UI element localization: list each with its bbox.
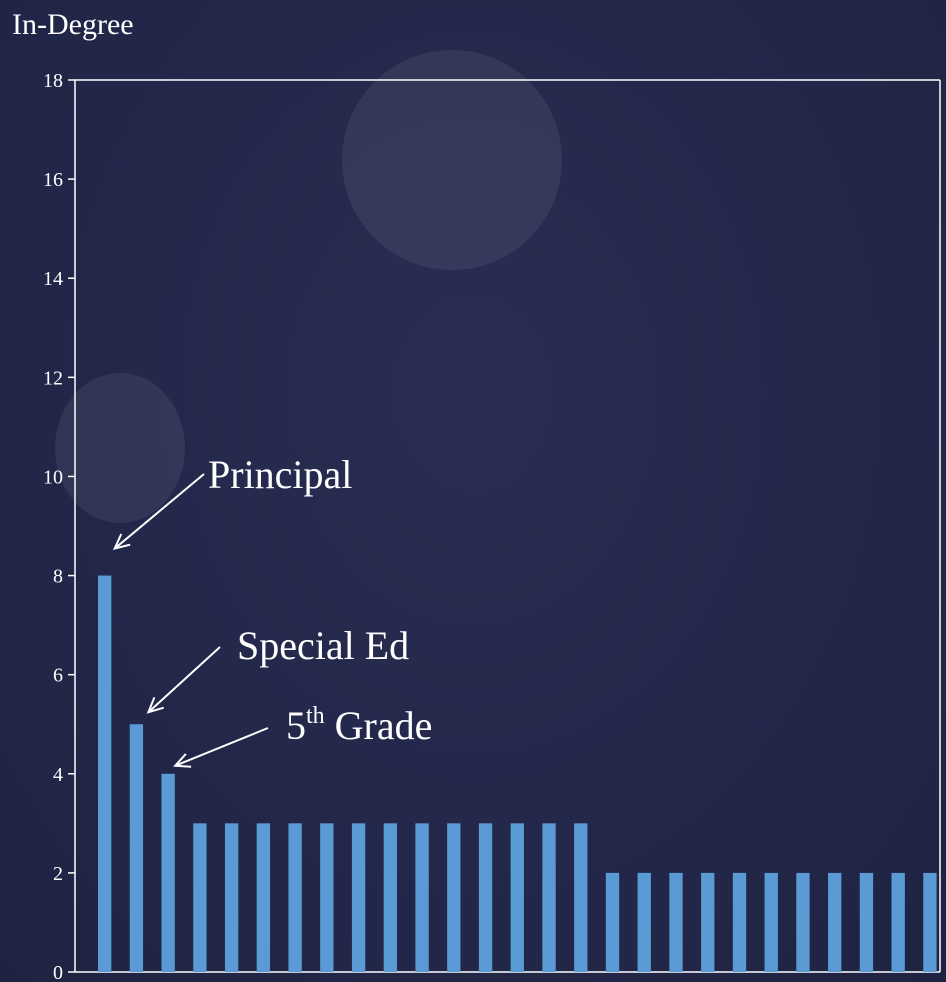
- bar: [415, 823, 429, 972]
- bar: [478, 823, 493, 972]
- annotation-principal: Principal: [208, 455, 352, 495]
- y-axis-label: In-Degree: [12, 8, 134, 41]
- y-tick-label: 6: [53, 665, 63, 687]
- bar: [256, 823, 271, 972]
- bar: [574, 823, 588, 972]
- y-tick-label: 18: [43, 70, 63, 92]
- bar: [891, 872, 905, 972]
- y-tick-label: 4: [53, 764, 63, 786]
- arrow-special-ed-head: [146, 697, 165, 714]
- annotation-fifth-grade-rest: Grade: [324, 703, 433, 748]
- annotation-fifth-grade-suffix: th: [306, 703, 325, 729]
- bar: [764, 872, 778, 972]
- arrow-fifth-grade-head: [173, 753, 192, 768]
- y-tick-label: 12: [43, 367, 63, 389]
- bar: [732, 872, 747, 972]
- bar: [320, 823, 334, 972]
- y-ticks: 0 2 4 6 8 10 12 14 16 18: [43, 70, 75, 982]
- y-tick-label: 8: [53, 566, 63, 588]
- bar: [796, 872, 810, 972]
- bar: [351, 823, 366, 972]
- bar: [701, 872, 715, 972]
- bar: [828, 872, 842, 972]
- annotation-special-ed: Special Ed: [237, 626, 409, 666]
- bar: [129, 724, 144, 972]
- annotation-principal-text: Principal: [208, 452, 353, 497]
- arrow-fifth-grade-shaft: [174, 727, 269, 767]
- bar: [923, 872, 937, 972]
- bar: [161, 773, 175, 972]
- axes: [74, 79, 941, 973]
- bar: [98, 575, 112, 972]
- arrow-principal: [112, 473, 205, 551]
- y-tick-label: 0: [53, 962, 63, 982]
- y-tick-label: 2: [53, 863, 63, 885]
- arrow-special-ed: [146, 646, 221, 714]
- arrow-principal-shaft: [114, 473, 205, 550]
- bar: [510, 823, 524, 972]
- bar: [383, 823, 397, 972]
- y-tick-label: 10: [43, 466, 63, 488]
- annotation-fifth-grade-number: 5: [286, 703, 306, 748]
- annotation-fifth-grade: 5th Grade: [286, 703, 433, 748]
- bar: [859, 872, 874, 972]
- arrow-principal-head: [112, 533, 131, 551]
- bars: [98, 575, 937, 972]
- bar: [542, 823, 556, 972]
- bar: [288, 823, 302, 972]
- decorative-circle-large: [342, 50, 562, 270]
- arrow-special-ed-shaft: [147, 646, 221, 713]
- bar: [637, 872, 651, 972]
- arrow-fifth-grade: [173, 727, 269, 768]
- y-tick-label: 16: [43, 169, 63, 191]
- bar: [605, 872, 620, 972]
- y-tick-label: 14: [43, 268, 63, 290]
- annotation-special-ed-text: Special Ed: [237, 623, 410, 668]
- bar: [193, 823, 207, 972]
- bar: [447, 823, 461, 972]
- bar: [669, 872, 683, 972]
- decorative-circle-small: [55, 373, 185, 523]
- annotation-arrows: [112, 473, 269, 768]
- bar: [224, 823, 239, 972]
